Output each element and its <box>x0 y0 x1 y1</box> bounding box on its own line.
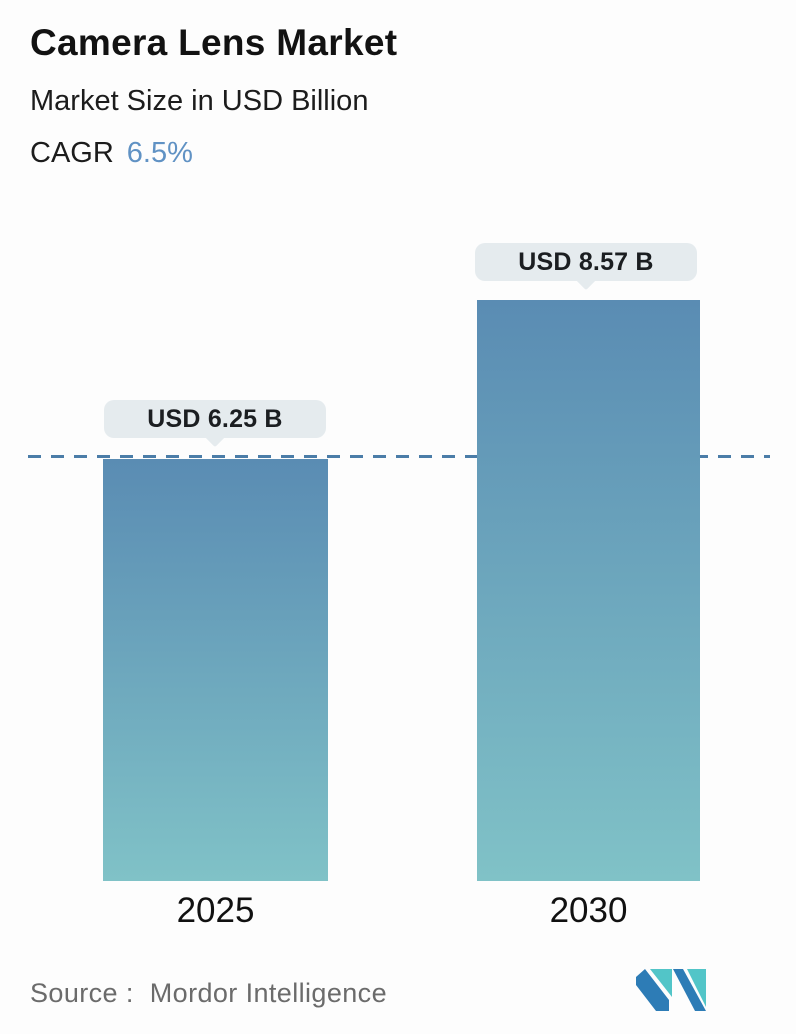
reference-dashed-line <box>28 455 770 458</box>
bar-2025 <box>103 459 328 881</box>
logo-left-teal-triangle <box>650 969 672 997</box>
logo-right-blue-band <box>673 969 706 1011</box>
logo-left-blue-band <box>636 969 669 1011</box>
source-value: Mordor Intelligence <box>149 978 387 1008</box>
cagr-value: 6.5% <box>126 137 193 169</box>
chart-subtitle: Market Size in USD Billion <box>30 85 369 117</box>
x-axis-label-2025: 2025 <box>176 891 255 930</box>
logo-right-teal-triangle <box>687 969 706 1007</box>
mordor-intelligence-logo <box>636 969 706 1011</box>
value-label-2030: USD 8.57 B <box>475 243 697 281</box>
cagr-label: CAGR <box>30 137 114 169</box>
source-line: Source : Mordor Intelligence <box>30 978 387 1009</box>
source-label: Source : <box>30 978 134 1008</box>
x-axis-label-2030: 2030 <box>549 891 628 930</box>
bar-2030 <box>477 300 700 881</box>
value-label-2025: USD 6.25 B <box>104 400 326 438</box>
chart-title: Camera Lens Market <box>30 22 398 63</box>
cagr-line: CAGR 6.5% <box>30 137 193 170</box>
